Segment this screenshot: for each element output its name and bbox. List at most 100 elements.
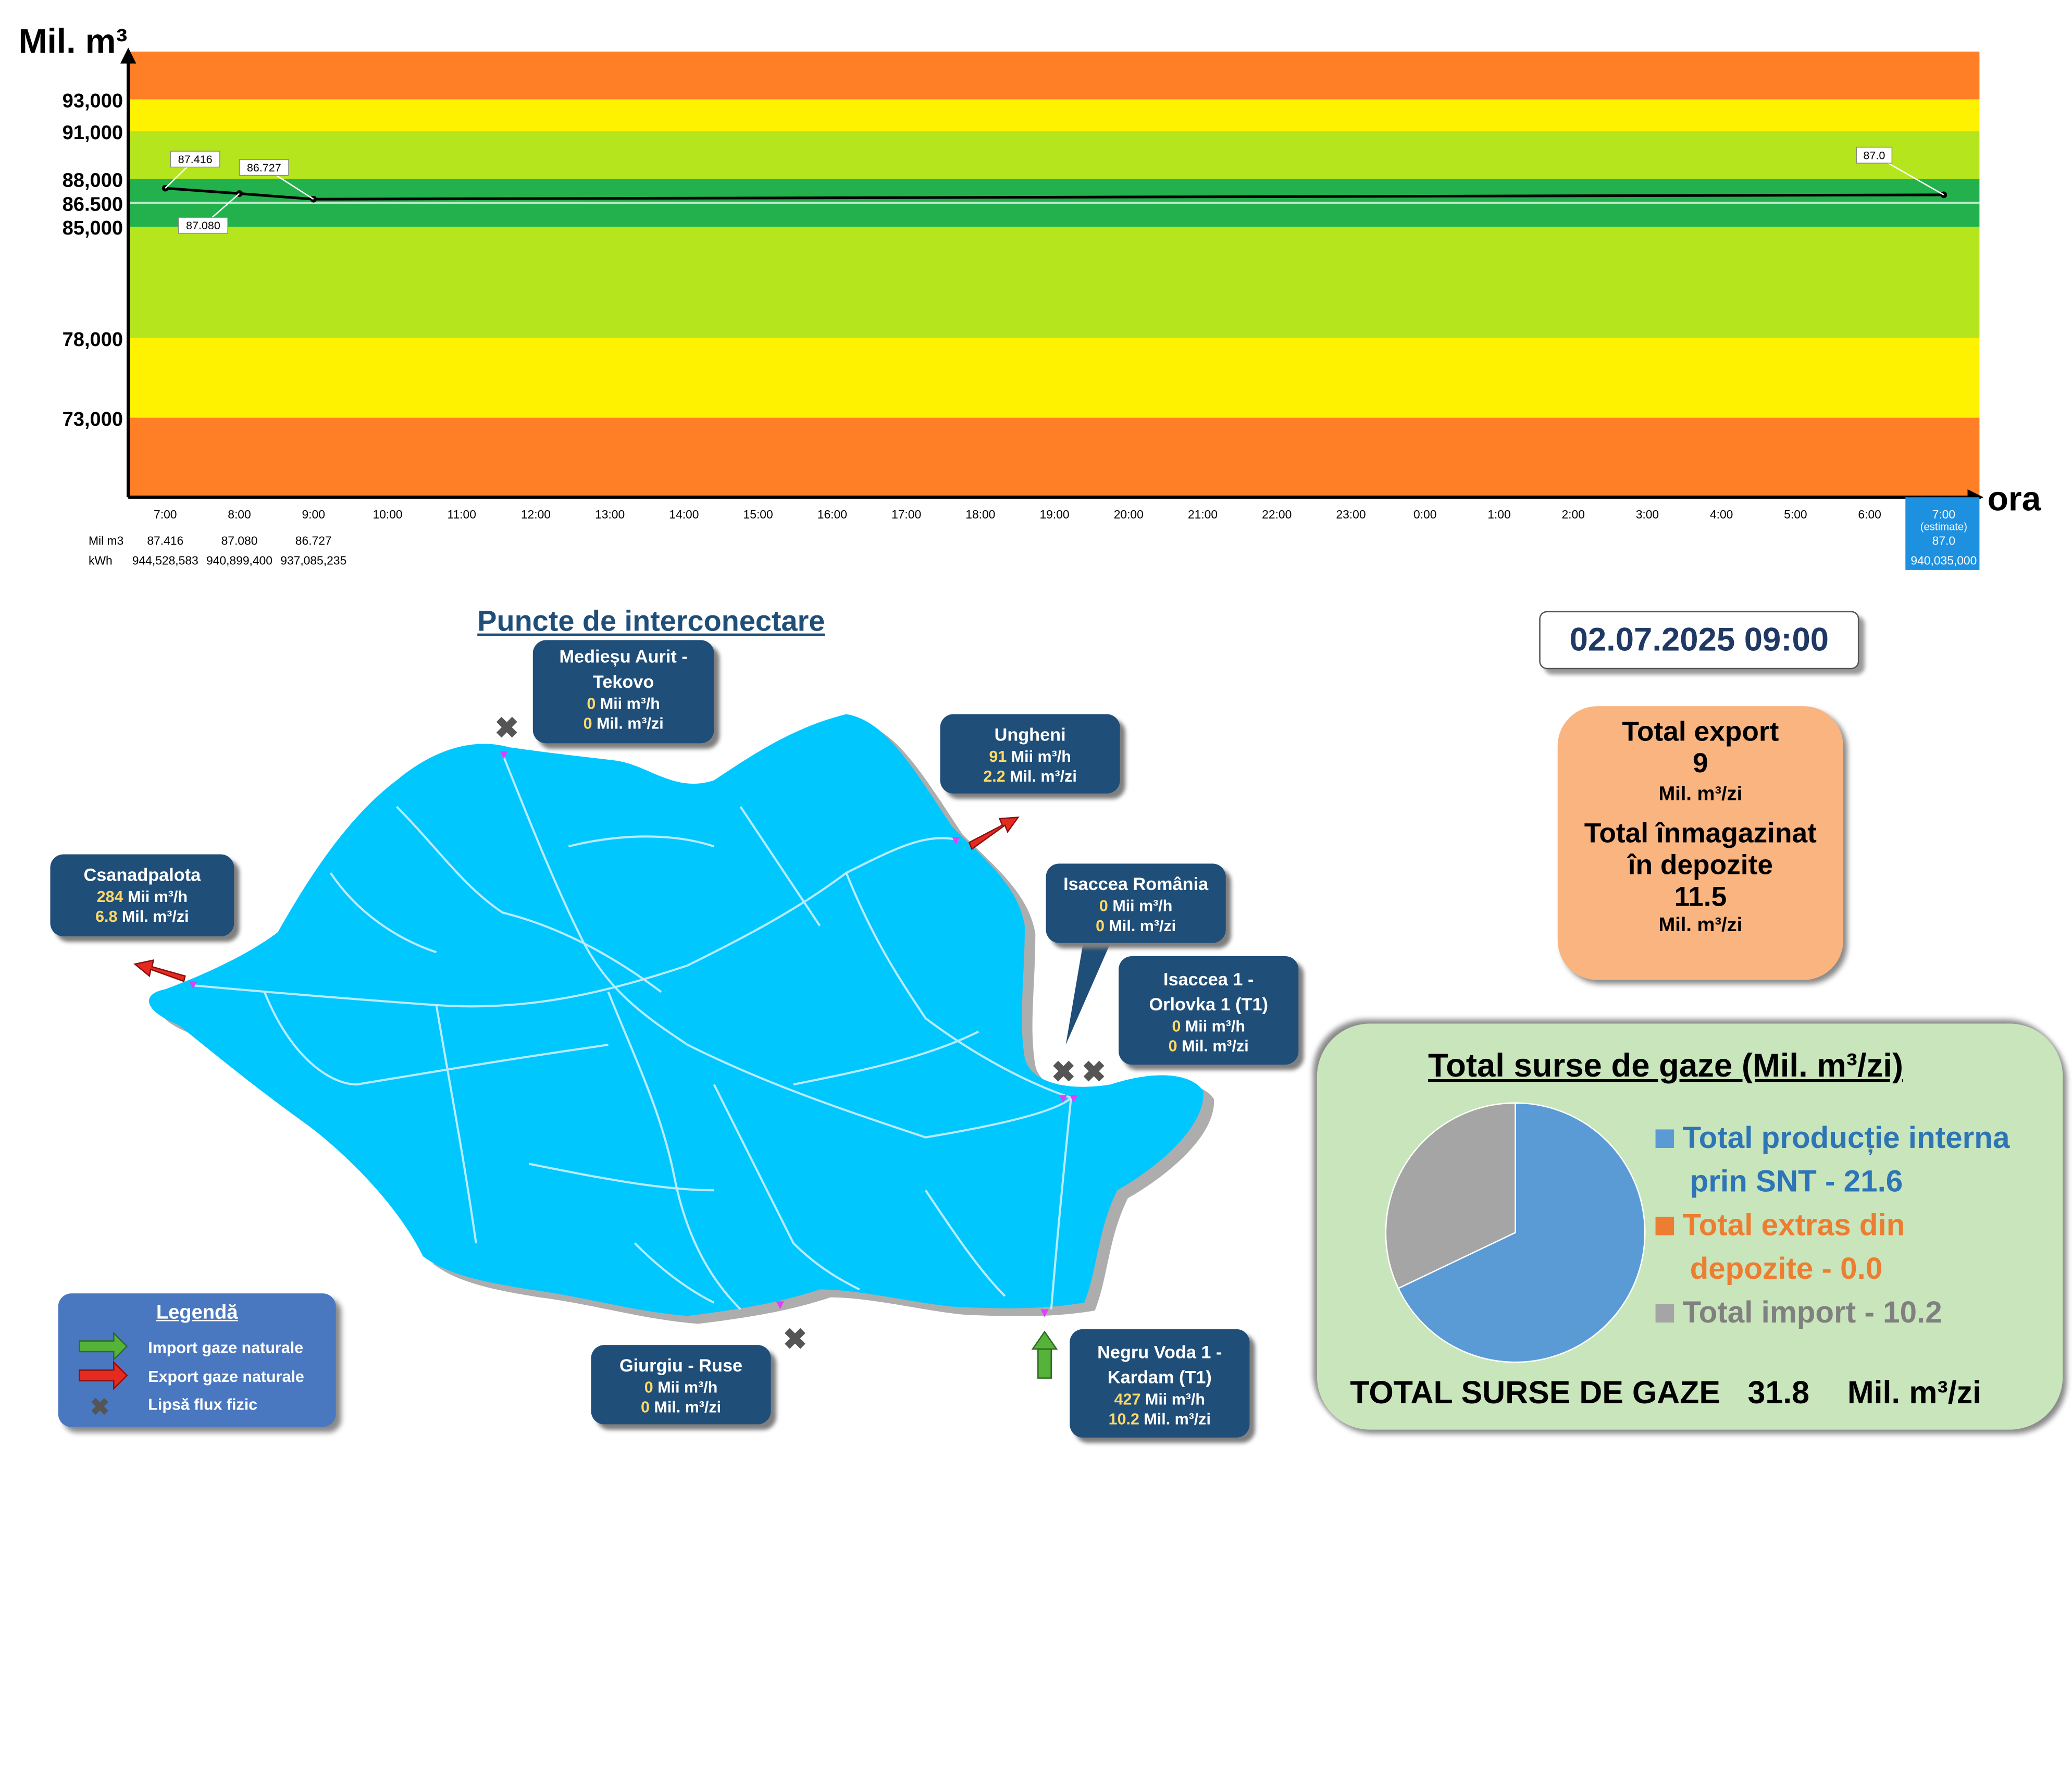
legend-icons: ✖ [79, 1331, 128, 1420]
table-row-label: Mil m3 [89, 534, 123, 548]
svg-text:✖: ✖ [90, 1394, 110, 1420]
data-point [310, 195, 317, 203]
y-tick-label: 73,000 [63, 409, 123, 430]
y-tick-label: 78,000 [63, 329, 123, 351]
export-title: Total export [1622, 716, 1779, 747]
point-label: 87.0 [1856, 146, 1944, 196]
pie-legend-import: Total import - 10.2 [1655, 1291, 2010, 1334]
point-label-box [170, 151, 220, 168]
arrow-import-negru-voda [1031, 1330, 1058, 1379]
export-unit: Mil. m³/zi [1658, 783, 1743, 806]
table-kwh: 940,035,000 [1910, 554, 1977, 567]
x-tick-label: 11:00 [447, 508, 476, 521]
callout-pointer [1065, 936, 1113, 1045]
timestamp-box: 02.07.2025 09:00 [1539, 611, 1859, 670]
point-label: 87.416 [165, 151, 220, 189]
x-tick-label: 10:00 [373, 508, 402, 521]
band [128, 131, 1980, 179]
pie-slice [1385, 1102, 1516, 1290]
estimate-highlight [1905, 497, 1980, 570]
table-kwh: 944,528,583 [132, 554, 198, 567]
point-label-text: 86.727 [247, 161, 281, 174]
pie-legend: Total producție interna prin SNT - 21.6 … [1655, 1116, 2010, 1334]
x-tick-label: 19:00 [1039, 508, 1069, 521]
point-label-box [178, 217, 228, 234]
x-axis-ticks: 7:00 8:00 9:00 10:00 11:00 12:00 13:00 14:00 15:… [154, 508, 1967, 533]
x-tick-label: 23:00 [1336, 508, 1366, 521]
legend-none: Lipsă flux fizic [148, 1395, 258, 1414]
total-label: TOTAL SURSE DE GAZE [1350, 1375, 1721, 1412]
point-card-isaccea-romania: Isaccea România 0 Mii m³/h 0 Mil. m³/zi [1046, 863, 1226, 943]
export-value: 9 [1693, 748, 1708, 779]
pie-legend-storage: Total extras din depozite - 0.0 [1655, 1204, 2010, 1291]
point-label-text: 87.416 [178, 153, 213, 166]
threshold-bands [128, 51, 1980, 498]
estimate-label: (estimate) [1920, 522, 1967, 533]
x-tick-label: 17:00 [891, 508, 921, 521]
x-axis-label: ora [1988, 479, 2042, 518]
storage-value: 11.5 [1674, 882, 1727, 913]
pie-legend-production: Total producție interna prin SNT - 21.6 [1655, 1116, 2009, 1204]
x-tick-label: 22:00 [1262, 508, 1292, 521]
point-card-csanadpalota: Csanadpalota 284 Mii m³/h 6.8 Mil. m³/zi [50, 854, 234, 936]
point-label-text: 87.0 [1863, 149, 1885, 162]
table-mil-m3: 87.080 [221, 534, 258, 548]
band [128, 226, 1980, 338]
x-tick-label: 7:00 [154, 508, 177, 521]
point-card-ungheni: Ungheni 91 Mii m³/h 2.2 Mil. m³/zi [940, 714, 1120, 794]
series-line-path [165, 187, 1944, 201]
storage-title: Total înmagazinat [1584, 819, 1817, 849]
x-tick-label: 16:00 [817, 508, 847, 521]
x-tick-label: 9:00 [302, 508, 325, 521]
point-label: 86.727 [239, 159, 314, 200]
y-tick-label: 85,000 [63, 217, 123, 239]
x-tick-label: 5:00 [1784, 508, 1807, 521]
total-unit: Mil. m³/zi [1847, 1375, 1982, 1412]
x-tick-label: 6:00 [1858, 508, 1881, 521]
storage-unit: Mil. m³/zi [1658, 913, 1743, 936]
point-card-giurgiu-ruse: Giurgiu - Ruse 0 Mii m³/h 0 Mil. m³/zi [591, 1345, 771, 1425]
point-label: 87.080 [178, 193, 240, 234]
x-tick-label: 18:00 [965, 508, 995, 521]
legend-export: Export gaze naturale [148, 1367, 304, 1386]
no-flow-icon: ✖ ✖ ✖ ✖ [494, 711, 1106, 1355]
sources-box: Total surse de gaze (Mil. m³/zi) Total p… [1317, 1023, 2063, 1430]
y-tick-label: 86.500 [63, 193, 123, 215]
svg-text:✖: ✖ [1082, 1055, 1106, 1088]
pipeline-network [191, 753, 1072, 1311]
arrow-export-ungheni [968, 817, 1020, 850]
sources-title: Total surse de gaze (Mil. m³/zi) [1428, 1047, 1904, 1085]
table-mil-m3: 86.727 [295, 534, 332, 548]
table-row-label: kWh [89, 554, 113, 567]
map-title: Puncte de interconectare [477, 604, 825, 638]
x-tick-label: 0:00 [1413, 508, 1436, 521]
y-tick-label: 88,000 [63, 170, 123, 192]
x-tick-label: 3:00 [1636, 508, 1659, 521]
x-tick-label: 8:00 [228, 508, 251, 521]
y-tick-label: 93,000 [63, 90, 123, 112]
point-label-text: 87.080 [186, 219, 220, 232]
point-label-box [239, 159, 289, 176]
point-card-negru-voda: Negru Voda 1 - Kardam (T1) 427 Mii m³/h … [1070, 1329, 1250, 1438]
y-axis-label: Mil. m³ [19, 22, 128, 60]
country-shape [148, 714, 1204, 1316]
x-tick-label: 4:00 [1710, 508, 1733, 521]
x-tick-label: 21:00 [1188, 508, 1218, 521]
table-kwh: 940,899,400 [206, 554, 272, 567]
axes [120, 47, 1984, 505]
table-kwh: 937,085,235 [280, 554, 346, 567]
x-tick-label: 14:00 [669, 508, 699, 521]
point-label-box [1856, 146, 1893, 164]
table-mil-m3: 87.416 [147, 534, 183, 548]
x-tick-label: 12:00 [521, 508, 551, 521]
svg-text:✖: ✖ [494, 711, 519, 744]
x-tick-label: 20:00 [1114, 508, 1144, 521]
arrow-export-csanadpalota [133, 959, 186, 982]
total-value: 31.8 [1747, 1375, 1810, 1412]
band [128, 417, 1980, 498]
legend-title: Legendă [156, 1301, 238, 1324]
x-tick-label: 15:00 [743, 508, 773, 521]
band [128, 51, 1980, 100]
